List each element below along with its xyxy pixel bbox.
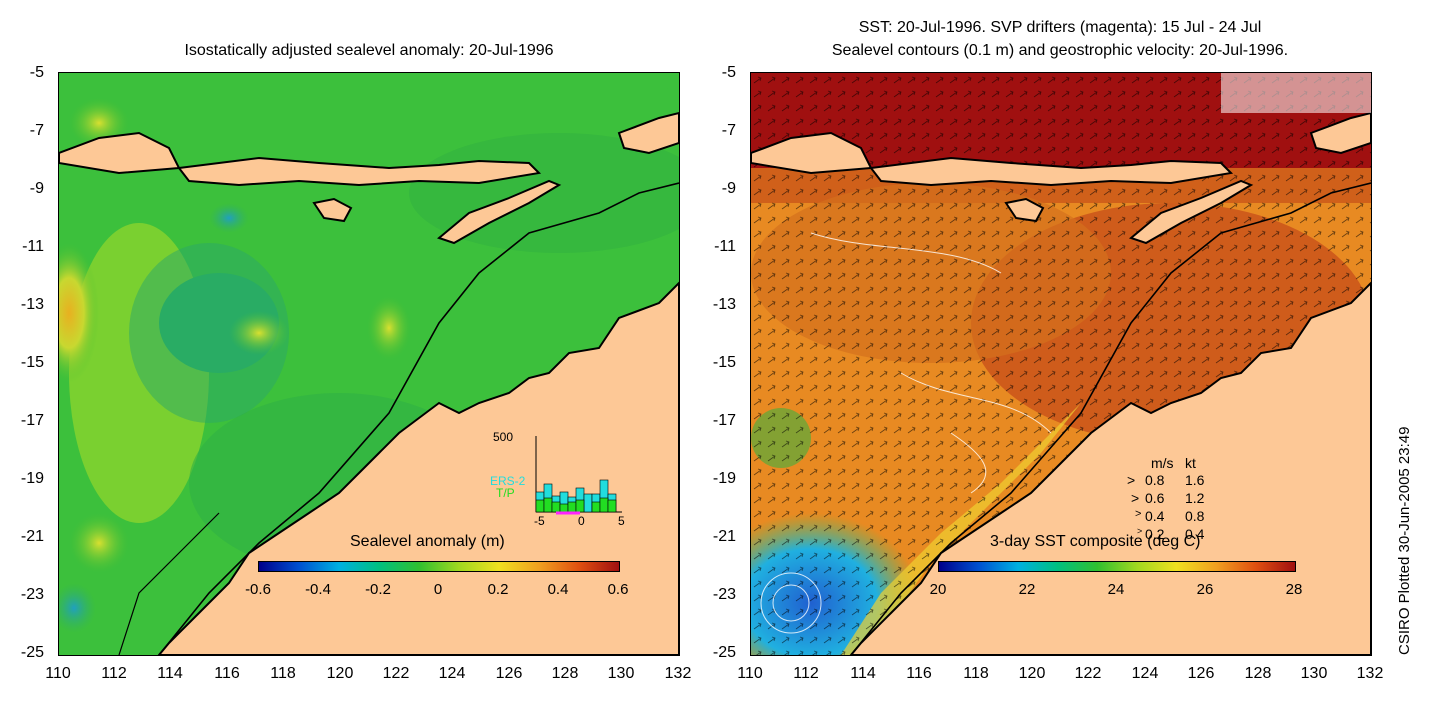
sealevel-colorbar-label: Sealevel anomaly (m): [350, 533, 505, 550]
velocity-legend-kt: 1.6: [1185, 472, 1205, 488]
sealevel-cbar-tick: -0.6: [245, 581, 271, 598]
left-ytick: -25: [20, 644, 44, 661]
left-panel-title: Isostatically adjusted sealevel anomaly:…: [184, 42, 554, 59]
left-xtick: 116: [214, 665, 240, 682]
left-xtick: 120: [326, 665, 354, 682]
velocity-legend-arrow-icon: >: [1131, 490, 1140, 506]
sealevel-cbar-tick: 0.2: [487, 581, 509, 598]
velocity-legend-arrow-icon: >: [1137, 526, 1143, 536]
left-xtick: 122: [382, 665, 410, 682]
left-xtick: 128: [551, 665, 579, 682]
sst-cbar-tick: 28: [1285, 581, 1303, 598]
left-ytick: -11: [22, 238, 44, 255]
histogram-ymax-label: 500: [493, 430, 514, 444]
right-xtick: 116: [906, 665, 932, 682]
sealevel-anomaly-map: [58, 72, 680, 656]
right-ytick: -13: [712, 296, 736, 313]
right-ytick: -23: [712, 586, 736, 603]
right-xtick: 112: [793, 665, 819, 682]
left-ytick: -19: [20, 470, 44, 487]
left-xtick: 114: [157, 665, 183, 682]
sst-cbar-tick: 24: [1107, 581, 1125, 598]
right-ytick: -19: [712, 470, 736, 487]
right-xtick: 128: [1244, 665, 1272, 682]
velocity-legend-kt: 0.4: [1185, 526, 1205, 542]
velocity-legend-arrow-icon: >: [1127, 472, 1136, 488]
velocity-legend: m/s kt > 0.8 1.6 > 0.6 1.2 > 0.4 0.8 > 0…: [1125, 455, 1235, 565]
right-panel-title-line1: SST: 20-Jul-1996. SVP drifters (magenta)…: [858, 19, 1262, 36]
sealevel-map-graphic: [59, 73, 679, 655]
left-ytick: -5: [29, 64, 44, 81]
velocity-legend-ms: 0.4: [1145, 508, 1165, 524]
sealevel-cbar-tick: -0.2: [365, 581, 391, 598]
sealevel-cbar-tick: 0.6: [607, 581, 629, 598]
sst-map: [750, 72, 1372, 656]
csiro-credit: CSIRO Plotted 30-Jun-2005 23:49: [1396, 426, 1413, 655]
right-xtick: 126: [1187, 665, 1215, 682]
velocity-legend-header-ms: m/s: [1151, 455, 1174, 471]
velocity-legend-ms: 0.2: [1145, 526, 1165, 542]
right-xtick: 122: [1074, 665, 1102, 682]
histogram-xtick-5: 5: [618, 514, 625, 528]
velocity-legend-arrow-icon: >: [1135, 508, 1142, 520]
left-xtick: 124: [438, 665, 466, 682]
left-ytick: -7: [29, 122, 44, 139]
left-xtick: 118: [270, 665, 296, 682]
sealevel-cbar-tick: 0.4: [547, 581, 569, 598]
right-xtick: 132: [1356, 665, 1384, 682]
right-ytick: -15: [712, 354, 736, 371]
right-ytick: -7: [721, 122, 736, 139]
right-xtick: 120: [1018, 665, 1046, 682]
sealevel-colorbar: [258, 561, 620, 572]
left-ytick: -23: [20, 586, 44, 603]
left-ytick: -15: [20, 354, 44, 371]
sst-map-graphic: [751, 73, 1371, 655]
right-xtick: 118: [963, 665, 989, 682]
left-xtick: 130: [607, 665, 635, 682]
right-ytick: -11: [714, 238, 736, 255]
right-ytick: -25: [712, 644, 736, 661]
histogram-xtick-neg5: -5: [534, 514, 545, 528]
velocity-legend-ms: 0.8: [1145, 472, 1165, 488]
velocity-legend-header-kt: kt: [1185, 455, 1196, 471]
satellite-histogram-inset: 500 ERS-2 T/P -5 0 5: [490, 430, 630, 530]
sst-colorbar: [938, 561, 1296, 572]
velocity-legend-kt: 1.2: [1185, 490, 1205, 506]
right-panel-title-line2: Sealevel contours (0.1 m) and geostrophi…: [831, 42, 1289, 59]
right-xtick: 124: [1131, 665, 1159, 682]
sst-colorbar-label: 3-day SST composite (deg C): [990, 533, 1201, 550]
right-ytick: -5: [721, 64, 736, 81]
sst-cbar-tick: 22: [1018, 581, 1036, 598]
left-xtick: 110: [45, 665, 71, 682]
left-xtick: 112: [101, 665, 127, 682]
sst-cbar-tick: 20: [929, 581, 947, 598]
velocity-legend-kt: 0.8: [1185, 508, 1205, 524]
left-ytick: -13: [20, 296, 44, 313]
histogram-xtick-0: 0: [578, 514, 585, 528]
left-xtick: 126: [495, 665, 523, 682]
left-ytick: -9: [29, 180, 44, 197]
left-xtick: 132: [664, 665, 692, 682]
sst-cbar-tick: 26: [1196, 581, 1214, 598]
right-xtick: 130: [1300, 665, 1328, 682]
right-ytick: -9: [721, 180, 736, 197]
sealevel-cbar-tick: -0.4: [305, 581, 331, 598]
right-ytick: -21: [712, 528, 736, 545]
right-xtick: 114: [850, 665, 876, 682]
right-xtick: 110: [737, 665, 763, 682]
right-ytick: -17: [712, 412, 736, 429]
sealevel-cbar-tick: 0: [433, 581, 443, 598]
histogram-series-tp: T/P: [496, 486, 515, 500]
left-ytick: -17: [20, 412, 44, 429]
velocity-legend-ms: 0.6: [1145, 490, 1165, 506]
histogram-series-ers2: ERS-2: [490, 474, 526, 488]
histogram-bars: [535, 436, 622, 515]
left-ytick: -21: [20, 528, 44, 545]
